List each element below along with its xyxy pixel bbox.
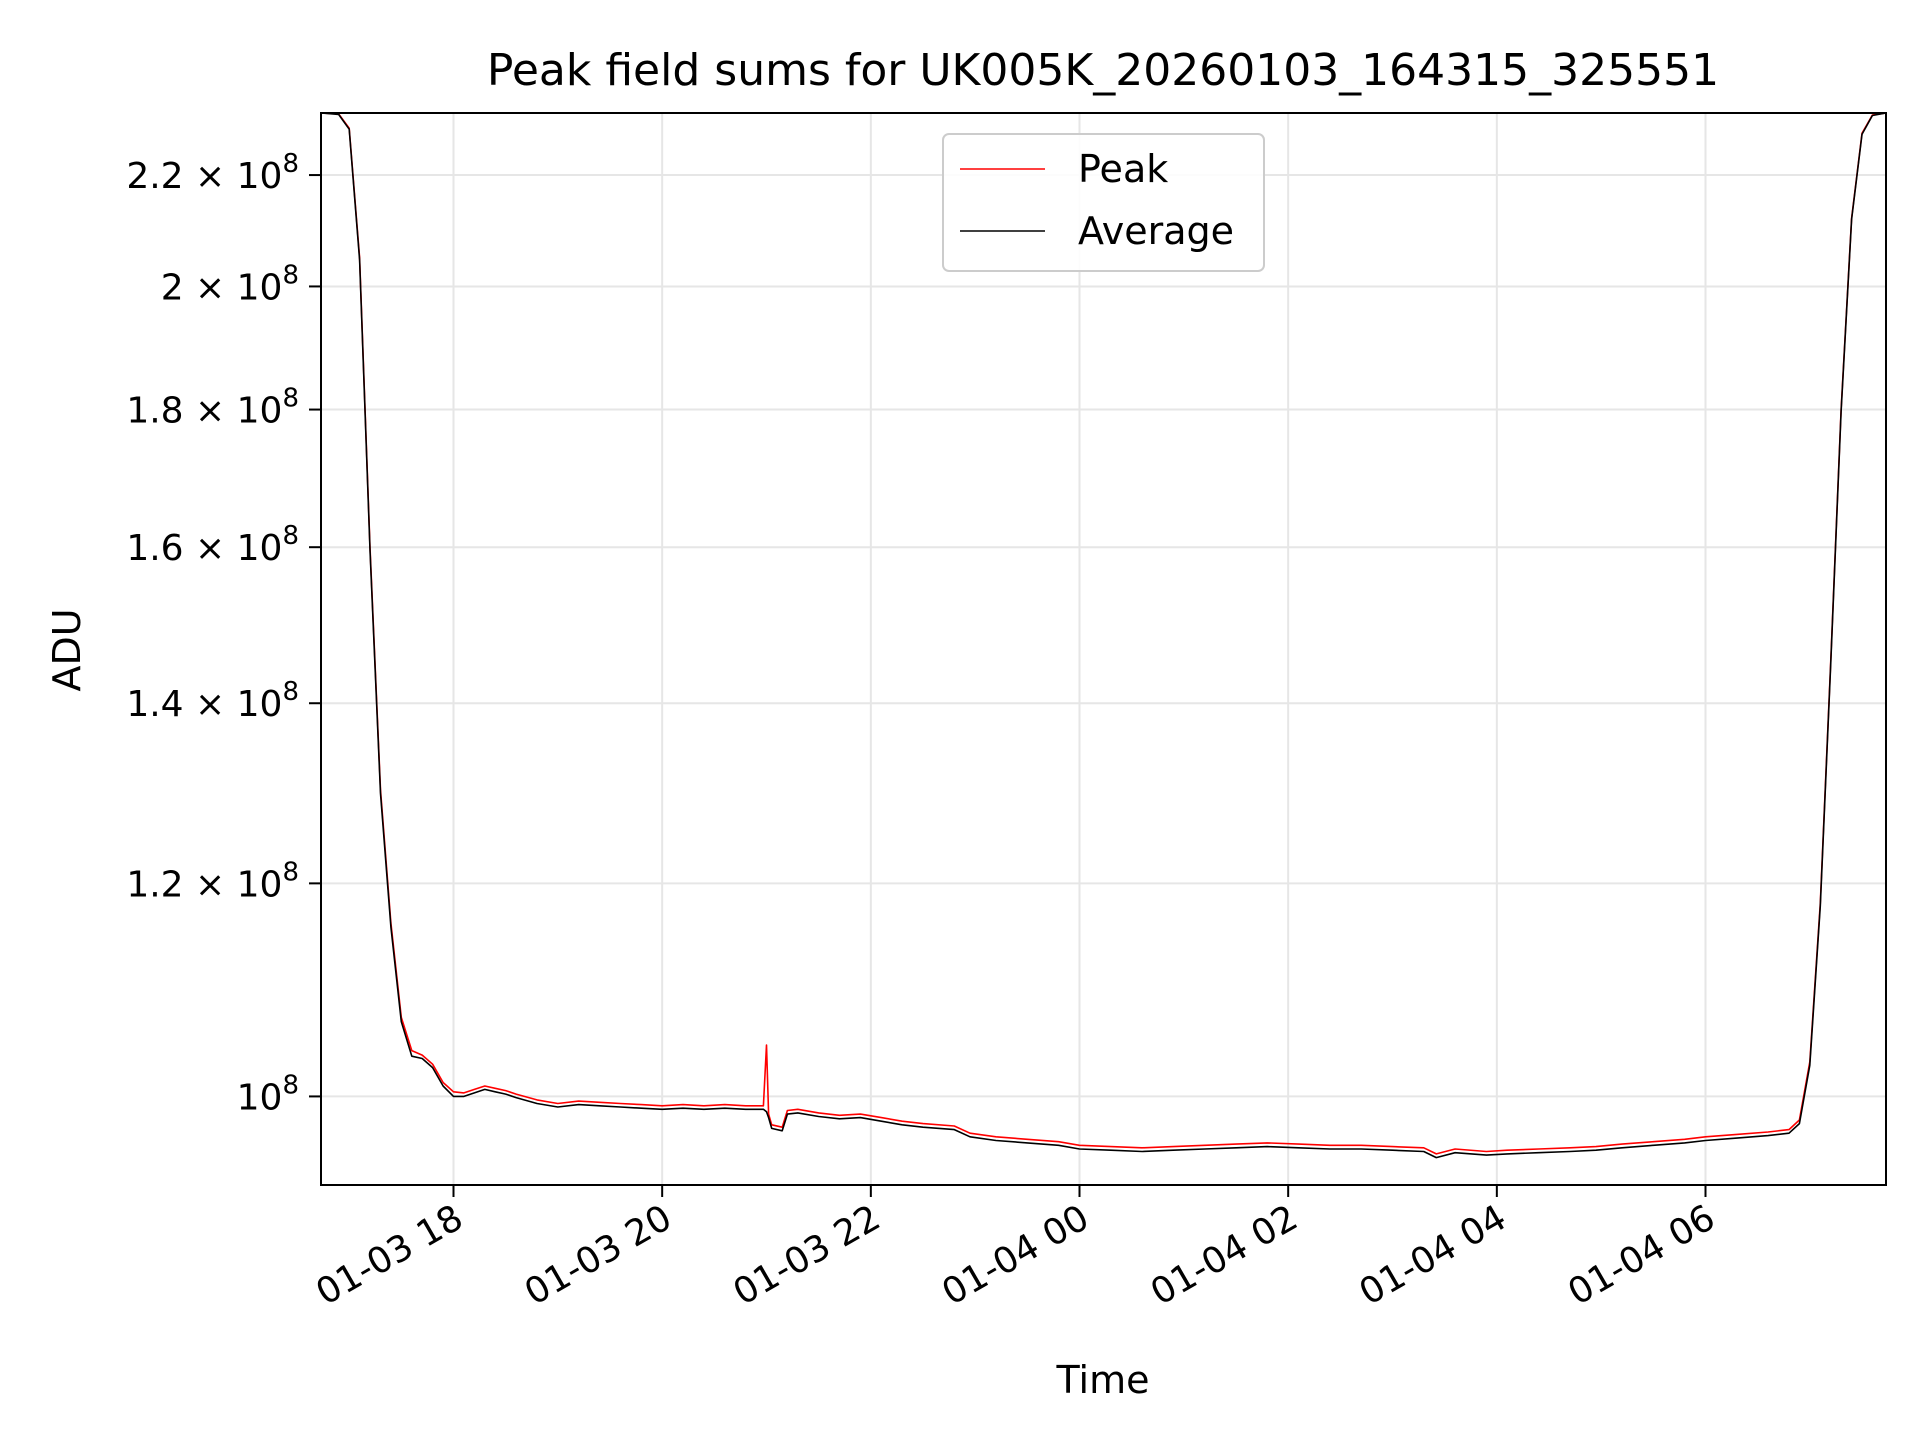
- y-tick-label: 1.8 × 108: [126, 384, 299, 432]
- plot-frame: [320, 112, 1887, 1186]
- series-line-peak: [320, 112, 1887, 1155]
- series-layer: [320, 112, 1887, 1159]
- legend-label-average: Average: [1078, 209, 1234, 253]
- y-axis-label: ADU: [45, 608, 89, 691]
- y-tick-label: 1.6 × 108: [126, 521, 299, 569]
- y-tick-label: 2 × 108: [161, 260, 299, 308]
- series-line-average: [320, 112, 1887, 1159]
- y-tick-label: 2.2 × 108: [126, 149, 299, 197]
- y-tick-label: 1.2 × 108: [126, 857, 299, 905]
- x-axis-label: Time: [1056, 1358, 1150, 1402]
- y-axis: 108 1.2 × 108 1.4 × 108 1.6 × 108 1.8 × 108 2…: [126, 149, 321, 1118]
- legend: Peak Average: [942, 133, 1265, 272]
- legend-label-peak: Peak: [1078, 147, 1168, 191]
- y-tick-label: 108: [237, 1070, 299, 1118]
- y-tick-label: 1.4 × 108: [126, 677, 299, 725]
- chart-title: Peak field sums for UK005K_20260103_1643…: [487, 45, 1719, 96]
